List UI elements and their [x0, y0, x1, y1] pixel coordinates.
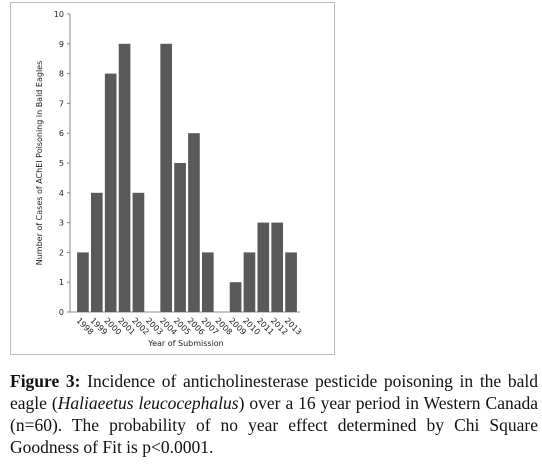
y-tick-label: 0 — [59, 308, 64, 317]
y-tick-label: 4 — [59, 189, 64, 198]
bar — [132, 192, 145, 312]
y-axis-title: Number of Cases of AChEI Poisoning in Ba… — [35, 61, 44, 266]
y-tick-label: 5 — [59, 159, 64, 168]
bar — [174, 163, 186, 312]
chart: Year of Submission Number of Cases of AC… — [10, 2, 335, 355]
bar — [243, 252, 256, 312]
figure-caption: Figure 3: Incidence of anticholinesteras… — [10, 370, 538, 458]
caption-label: Figure 3: — [10, 371, 81, 391]
bar — [201, 252, 214, 312]
y-tick-label: 6 — [59, 129, 64, 138]
bar — [285, 252, 297, 312]
y-tick-label: 3 — [59, 219, 64, 228]
bar — [229, 282, 242, 312]
bar — [104, 73, 117, 312]
bar — [271, 222, 284, 312]
caption-text: ) over a 16 year period in Western Canad… — [10, 393, 538, 457]
bar — [160, 43, 173, 313]
bar — [188, 133, 200, 312]
bar — [90, 192, 103, 312]
bar — [77, 252, 89, 312]
bar — [118, 43, 131, 313]
y-tick-label: 8 — [59, 70, 64, 79]
caption-text: Incidence of anticholinesterase pesticid… — [10, 371, 538, 413]
bar — [257, 222, 270, 312]
y-tick-label: 10 — [54, 10, 64, 19]
y-tick-label: 1 — [59, 278, 64, 287]
y-tick-label: 9 — [59, 40, 64, 49]
y-tick-label: 2 — [59, 248, 64, 257]
y-tick-label: 7 — [59, 99, 64, 108]
species-name: Haliaeetus leucocephalus — [57, 393, 239, 413]
x-axis-title: Year of Submission — [147, 339, 224, 348]
